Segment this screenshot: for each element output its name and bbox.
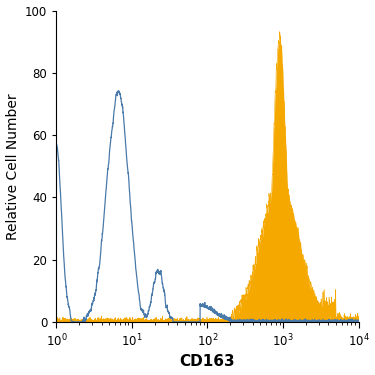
Y-axis label: Relative Cell Number: Relative Cell Number bbox=[6, 93, 20, 240]
X-axis label: CD163: CD163 bbox=[180, 354, 235, 369]
